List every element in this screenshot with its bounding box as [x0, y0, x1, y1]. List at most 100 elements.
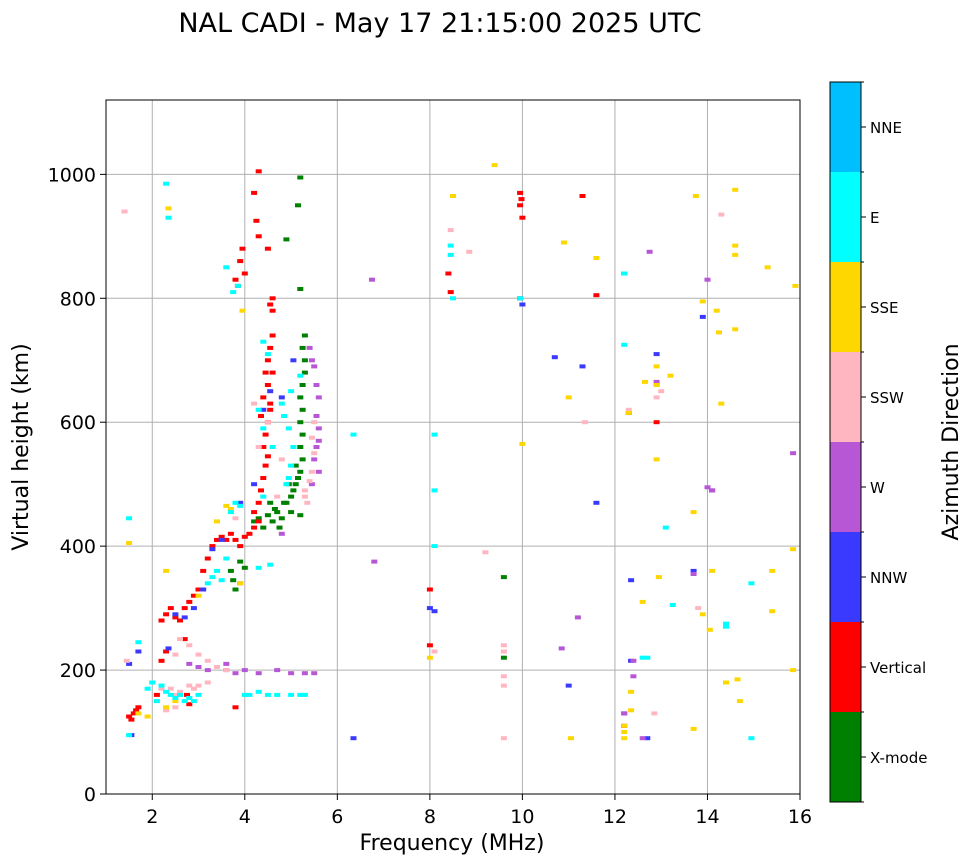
colorbar-tick-label: NNW — [870, 569, 907, 587]
data-point — [267, 401, 274, 406]
data-point — [283, 237, 290, 242]
data-point — [450, 194, 456, 198]
data-point — [195, 587, 202, 592]
data-point — [144, 686, 151, 691]
data-point — [621, 711, 628, 716]
data-point — [232, 277, 239, 282]
colorbar-ticks: X-mode Vertical NNW W SSW SSE E NNE — [861, 81, 927, 803]
data-point — [628, 708, 635, 713]
data-point — [621, 342, 628, 347]
data-point — [232, 500, 239, 505]
data-point — [299, 432, 306, 437]
y-axis-ticks: 0 200 400 600 800 1000 — [48, 164, 106, 806]
data-point — [718, 401, 725, 406]
data-point — [158, 686, 165, 691]
data-point — [264, 358, 271, 363]
data-point — [186, 661, 193, 666]
data-point — [732, 243, 739, 248]
data-point — [241, 271, 248, 276]
data-point — [292, 482, 299, 487]
data-point — [126, 733, 133, 738]
data-point — [568, 736, 574, 741]
data-point — [593, 293, 600, 298]
data-point — [267, 345, 274, 350]
data-point — [695, 606, 702, 611]
data-point — [172, 652, 179, 657]
data-point — [264, 383, 271, 387]
data-point — [172, 705, 179, 710]
data-point — [431, 432, 438, 437]
data-point — [350, 736, 357, 741]
data-point — [290, 488, 297, 493]
colorbar-tick-label: NNE — [870, 119, 902, 137]
data-point — [301, 358, 308, 363]
data-point — [163, 181, 170, 186]
data-point — [285, 476, 292, 480]
data-point — [184, 692, 190, 697]
data-point — [630, 658, 637, 663]
data-point — [699, 314, 706, 319]
data-point — [260, 395, 267, 400]
data-point — [308, 358, 315, 363]
data-point — [301, 494, 308, 499]
x-tick-label: 14 — [695, 806, 719, 828]
data-point — [262, 463, 269, 468]
data-point — [653, 364, 660, 369]
data-point — [177, 618, 183, 623]
colorbar-swatch — [830, 352, 861, 442]
data-point — [625, 410, 632, 415]
data-point — [163, 649, 170, 654]
data-point — [195, 652, 202, 657]
data-point — [149, 680, 156, 685]
data-point — [214, 519, 220, 524]
x-tick-label: 12 — [603, 806, 627, 828]
data-point — [204, 556, 211, 561]
data-point — [299, 345, 306, 350]
data-point — [718, 212, 725, 217]
data-point — [172, 696, 179, 700]
data-point — [646, 249, 653, 254]
data-point — [274, 510, 281, 515]
data-point — [431, 609, 438, 614]
data-point — [195, 665, 202, 669]
data-point — [186, 599, 193, 604]
data-point — [769, 609, 776, 614]
data-point — [172, 612, 179, 617]
data-point — [278, 401, 285, 406]
data-point — [313, 383, 320, 387]
x-axis-label: Frequency (MHz) — [360, 831, 545, 856]
data-point — [447, 252, 454, 257]
data-point — [519, 215, 526, 220]
data-point — [223, 668, 230, 673]
data-point — [255, 516, 262, 521]
data-point — [269, 445, 276, 449]
data-point — [126, 661, 133, 666]
data-point — [734, 677, 741, 682]
data-point — [642, 379, 648, 384]
data-point — [431, 488, 438, 493]
data-point — [764, 265, 771, 270]
data-point — [315, 469, 322, 474]
data-point — [232, 671, 239, 676]
data-point — [723, 680, 729, 685]
data-point — [297, 373, 304, 378]
data-point — [593, 500, 600, 505]
data-point — [262, 432, 269, 437]
data-point — [653, 379, 660, 384]
data-point — [135, 640, 142, 645]
data-point — [167, 606, 174, 611]
data-point — [246, 692, 253, 697]
chart-title: NAL CADI - May 17 21:15:00 2025 UTC — [178, 8, 701, 39]
data-point — [311, 420, 318, 425]
data-point — [311, 451, 318, 456]
data-point — [369, 277, 375, 282]
data-point — [690, 726, 697, 731]
x-tick-label: 8 — [424, 806, 436, 828]
data-point — [308, 435, 315, 440]
data-point — [163, 705, 170, 710]
y-tick-label: 600 — [60, 412, 96, 434]
data-point — [163, 612, 170, 617]
data-point — [288, 389, 295, 394]
colorbar-swatches — [830, 82, 861, 802]
